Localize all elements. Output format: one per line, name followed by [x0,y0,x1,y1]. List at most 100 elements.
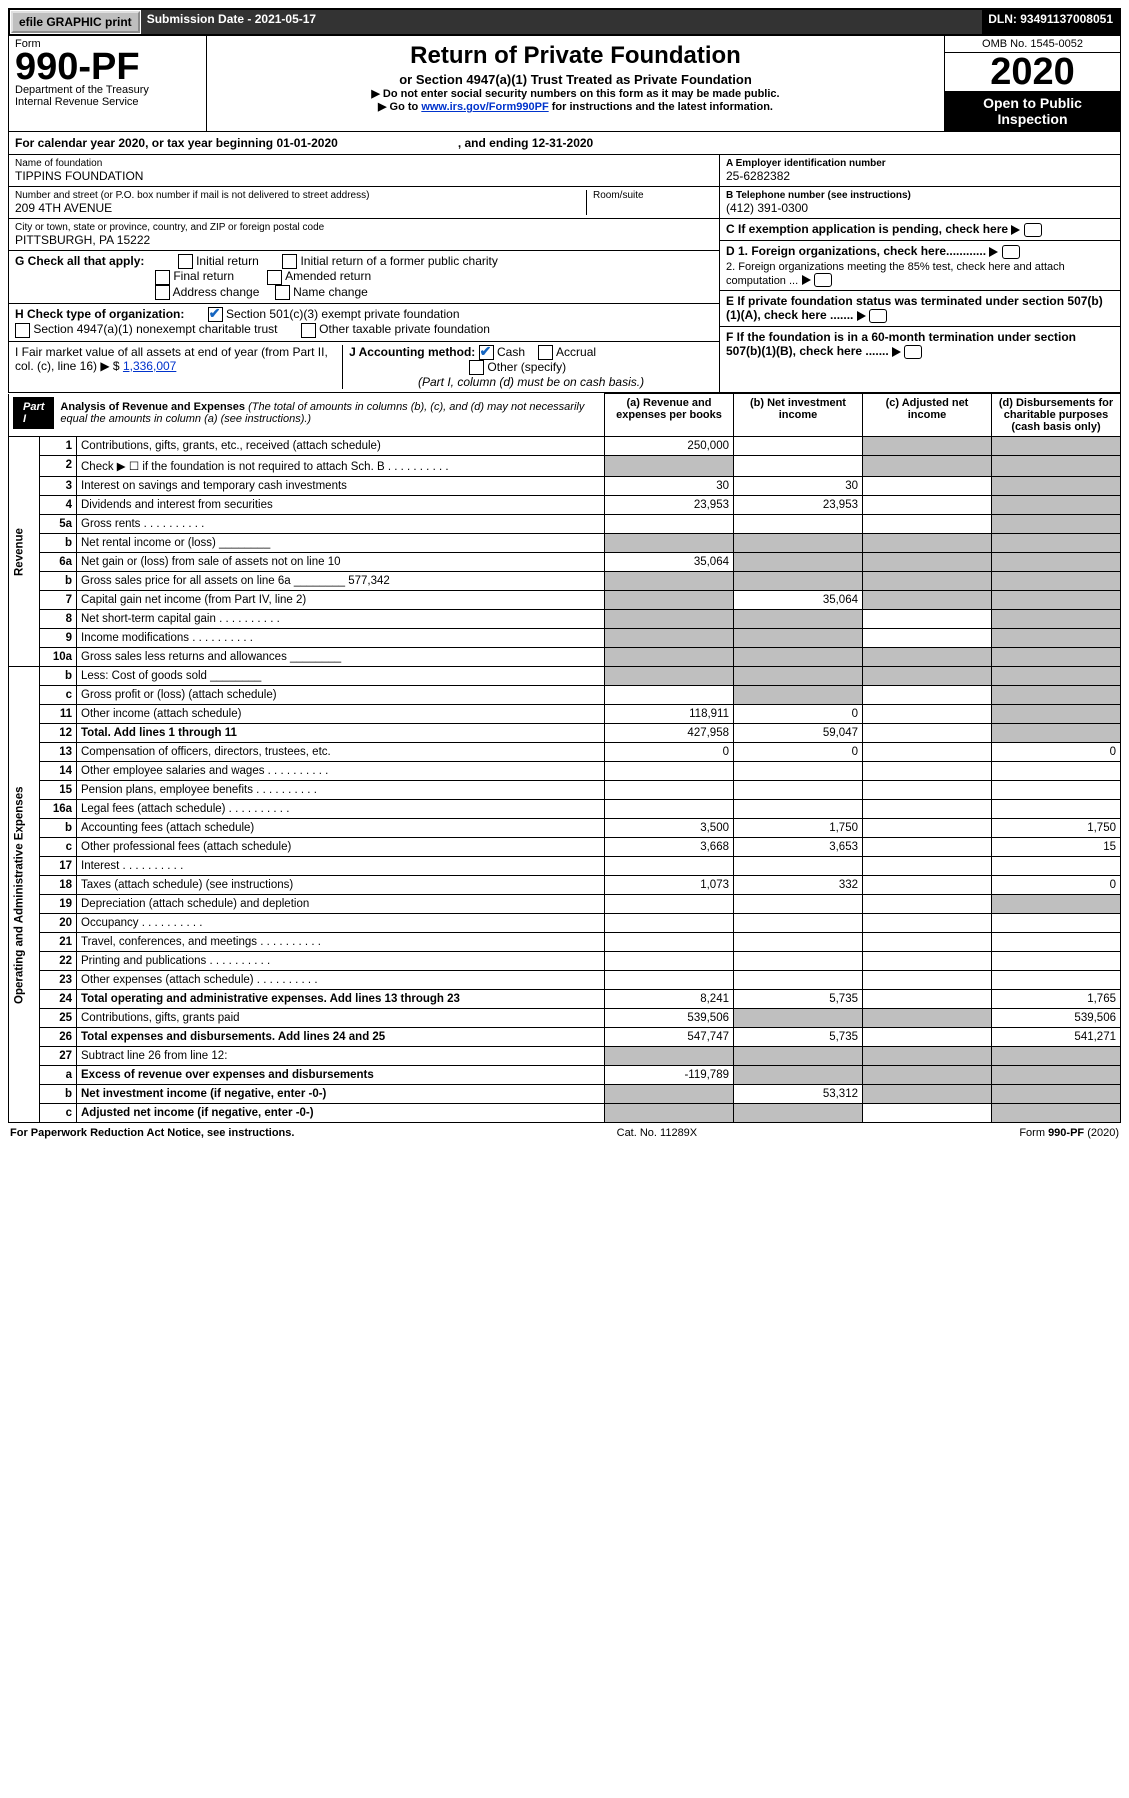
chk-name[interactable] [275,285,290,300]
chk-amended[interactable] [267,270,282,285]
amount-cell [863,629,992,648]
row-num: 8 [40,610,77,629]
amount-cell [605,971,734,990]
side-expenses: Operating and Administrative Expenses [9,667,40,1123]
chk-e[interactable] [869,309,887,323]
amount-cell: 3,653 [734,838,863,857]
row-num: b [40,667,77,686]
amount-cell [734,456,863,477]
row-desc: Printing and publications [77,952,605,971]
chk-f[interactable] [904,345,922,359]
amount-cell [992,496,1121,515]
form-ref: Form 990-PF (2020) [1019,1127,1119,1139]
amount-cell: 0 [992,876,1121,895]
col-c: (c) Adjusted net income [863,394,992,437]
amount-cell [605,534,734,553]
row-num: 23 [40,971,77,990]
amount-cell [992,477,1121,496]
row-num: 2 [40,456,77,477]
row-desc: Depreciation (attach schedule) and deple… [77,895,605,914]
ij-row: I Fair market value of all assets at end… [9,342,719,393]
row-desc: Gross sales price for all assets on line… [77,572,605,591]
amount-cell [863,1047,992,1066]
title-box: Return of Private Foundation or Section … [207,36,944,131]
table-row: 15Pension plans, employee benefits [9,781,1121,800]
amount-cell [734,933,863,952]
table-row: 27Subtract line 26 from line 12: [9,1047,1121,1066]
table-row: 17Interest [9,857,1121,876]
row-num: 16a [40,800,77,819]
table-row: 10aGross sales less returns and allowanc… [9,648,1121,667]
amount-cell [734,971,863,990]
amount-cell [992,705,1121,724]
amount-cell [863,1028,992,1047]
table-row: 13Compensation of officers, directors, t… [9,743,1121,762]
amount-cell [863,591,992,610]
row-num: 18 [40,876,77,895]
chk-501c3[interactable] [208,307,223,322]
chk-4947[interactable] [15,323,30,338]
amount-cell: 23,953 [605,496,734,515]
amount-cell: 0 [734,743,863,762]
table-row: 3Interest on savings and temporary cash … [9,477,1121,496]
chk-accrual[interactable] [538,345,553,360]
amount-cell: 3,668 [605,838,734,857]
col-d: (d) Disbursements for charitable purpose… [992,394,1121,437]
amount-cell [863,610,992,629]
amount-cell [863,838,992,857]
table-row: 14Other employee salaries and wages [9,762,1121,781]
row-num: 4 [40,496,77,515]
chk-final[interactable] [155,270,170,285]
footer: For Paperwork Reduction Act Notice, see … [8,1123,1121,1143]
chk-other-tax[interactable] [301,323,316,338]
chk-initial-former[interactable] [282,254,297,269]
chk-cash[interactable] [479,345,494,360]
row-desc: Gross rents [77,515,605,534]
fmv-link[interactable]: 1,336,007 [123,359,176,373]
amount-cell [605,800,734,819]
form-link[interactable]: www.irs.gov/Form990PF [421,101,548,113]
row-desc: Contributions, gifts, grants, etc., rece… [77,437,605,456]
chk-d2[interactable] [814,273,832,287]
amount-cell [734,857,863,876]
amount-cell: 1,073 [605,876,734,895]
row-desc: Net investment income (if negative, ente… [77,1085,605,1104]
amount-cell [605,610,734,629]
chk-other-acct[interactable] [469,360,484,375]
amount-cell: 332 [734,876,863,895]
row-desc: Pension plans, employee benefits [77,781,605,800]
amount-cell [992,1066,1121,1085]
amount-cell [863,667,992,686]
amount-cell [992,629,1121,648]
amount-cell [734,648,863,667]
amount-cell: 15 [992,838,1121,857]
row-num: b [40,572,77,591]
row-num: 21 [40,933,77,952]
amount-cell [734,800,863,819]
amount-cell [863,781,992,800]
chk-initial[interactable] [178,254,193,269]
amount-cell [992,762,1121,781]
part1-table: Part I Analysis of Revenue and Expenses … [8,393,1121,1123]
irs-label: Internal Revenue Service [15,96,200,108]
amount-cell [605,914,734,933]
efile-button[interactable]: efile GRAPHIC print [11,11,140,33]
chk-d1[interactable] [1002,245,1020,259]
top-bar: efile GRAPHIC print Submission Date - 20… [8,8,1121,36]
table-row: cGross profit or (loss) (attach schedule… [9,686,1121,705]
row-desc: Gross sales less returns and allowances … [77,648,605,667]
row-desc: Dividends and interest from securities [77,496,605,515]
amount-cell [605,648,734,667]
entity-grid: Name of foundationTIPPINS FOUNDATION Num… [8,155,1121,393]
row-num: c [40,686,77,705]
row-desc: Occupancy [77,914,605,933]
amount-cell [863,1085,992,1104]
chk-c[interactable] [1024,223,1042,237]
top-fill [322,10,982,34]
submission-date: Submission Date - 2021-05-17 [141,10,322,34]
city-row: City or town, state or province, country… [9,219,719,251]
amount-cell [605,591,734,610]
amount-cell [863,914,992,933]
row-num: 3 [40,477,77,496]
chk-address[interactable] [155,285,170,300]
